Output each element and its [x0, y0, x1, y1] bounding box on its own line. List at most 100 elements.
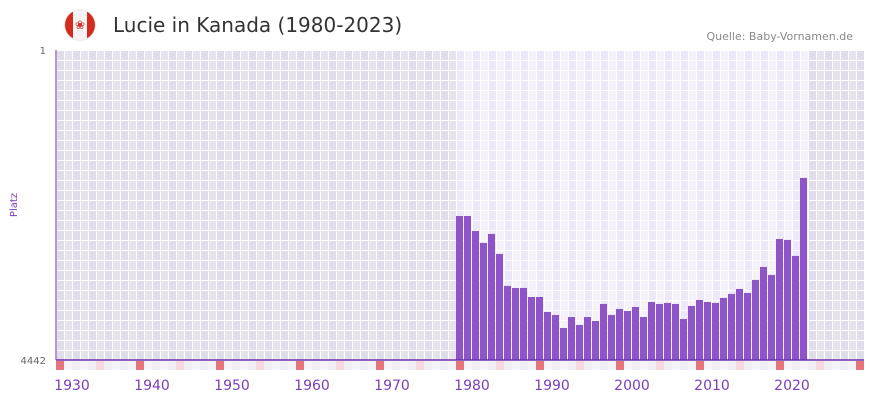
year-marker: [520, 361, 528, 370]
year-marker: [768, 361, 776, 370]
year-marker: [776, 361, 784, 370]
bar-1982: [472, 230, 479, 360]
year-marker: [384, 361, 392, 370]
year-marker: [72, 361, 80, 370]
year-marker: [112, 361, 120, 370]
year-marker: [240, 361, 248, 370]
bar-2003: [640, 317, 647, 360]
year-marker: [576, 361, 584, 370]
bar-2007: [672, 303, 679, 360]
year-marker: [320, 361, 328, 370]
year-marker: [808, 361, 816, 370]
bar-1984: [488, 233, 495, 360]
year-marker: [680, 361, 688, 370]
year-marker: [416, 361, 424, 370]
year-marker: [264, 361, 272, 370]
bar-1981: [464, 215, 471, 360]
year-marker: [400, 361, 408, 370]
year-marker: [648, 361, 656, 370]
bar-1985: [496, 253, 503, 360]
bar-2000: [616, 308, 623, 360]
bar-2010: [696, 299, 703, 360]
year-marker: [552, 361, 560, 370]
year-marker: [472, 361, 480, 370]
year-marker: [440, 361, 448, 370]
year-marker: [272, 361, 280, 370]
bar-2023: [800, 177, 807, 360]
year-marker: [856, 361, 864, 370]
year-marker: [152, 361, 160, 370]
year-marker: [216, 361, 224, 370]
year-marker: [592, 361, 600, 370]
bar-1994: [568, 317, 575, 360]
year-marker: [312, 361, 320, 370]
x-tick-label: 1980: [454, 378, 490, 394]
year-marker: [328, 361, 336, 370]
year-marker: [96, 361, 104, 370]
year-marker: [712, 361, 720, 370]
year-marker: [392, 361, 400, 370]
bar-2020: [776, 238, 783, 360]
year-marker: [504, 361, 512, 370]
bar-2011: [704, 301, 711, 360]
bar-1998: [600, 303, 607, 360]
bar-1999: [608, 314, 615, 360]
year-marker: [424, 361, 432, 370]
bar-1983: [480, 242, 487, 360]
y-tick-label: 1: [40, 46, 46, 57]
year-marker: [656, 361, 664, 370]
x-tick-label: 1930: [54, 378, 90, 394]
year-marker: [232, 361, 240, 370]
bar-2022: [792, 255, 799, 360]
year-marker: [800, 361, 808, 370]
y-axis-label: Platz: [9, 193, 20, 217]
bar-1992: [552, 314, 559, 360]
year-marker: [496, 361, 504, 370]
bar-2001: [624, 310, 631, 360]
x-tick-label: 1940: [134, 378, 170, 394]
source-link[interactable]: Quelle: Baby-Vornamen.de: [706, 30, 853, 43]
x-tick-label: 2000: [614, 378, 650, 394]
year-marker: [792, 361, 800, 370]
bar-1991: [544, 311, 551, 360]
x-tick-label: 1970: [374, 378, 410, 394]
bar-2006: [664, 302, 671, 360]
year-marker: [176, 361, 184, 370]
year-marker: [296, 361, 304, 370]
year-marker: [480, 361, 488, 370]
year-marker: [664, 361, 672, 370]
year-marker: [304, 361, 312, 370]
year-marker: [280, 361, 288, 370]
chart-title: Lucie in Kanada (1980-2023): [113, 13, 403, 37]
year-marker: [816, 361, 824, 370]
year-marker: [88, 361, 96, 370]
x-tick-label: 2010: [694, 378, 730, 394]
bar-2014: [728, 293, 735, 360]
year-marker: [840, 361, 848, 370]
year-marker: [784, 361, 792, 370]
year-marker: [288, 361, 296, 370]
x-tick-label: 2020: [774, 378, 810, 394]
year-marker: [368, 361, 376, 370]
year-marker: [144, 361, 152, 370]
year-marker: [336, 361, 344, 370]
year-marker: [752, 361, 760, 370]
year-marker: [624, 361, 632, 370]
year-marker: [224, 361, 232, 370]
bar-2008: [680, 319, 687, 360]
year-marker: [352, 361, 360, 370]
year-marker: [608, 361, 616, 370]
bar-1989: [528, 296, 535, 360]
year-marker: [256, 361, 264, 370]
bar-1987: [512, 287, 519, 360]
year-marker: [208, 361, 216, 370]
year-marker: [448, 361, 456, 370]
bar-1980: [456, 215, 463, 360]
year-marker: [200, 361, 208, 370]
x-tick-label: 1990: [534, 378, 570, 394]
year-marker: [184, 361, 192, 370]
canada-flag-icon: ❀: [65, 10, 95, 40]
year-marker: [56, 361, 64, 370]
year-marker: [704, 361, 712, 370]
year-marker: [160, 361, 168, 370]
